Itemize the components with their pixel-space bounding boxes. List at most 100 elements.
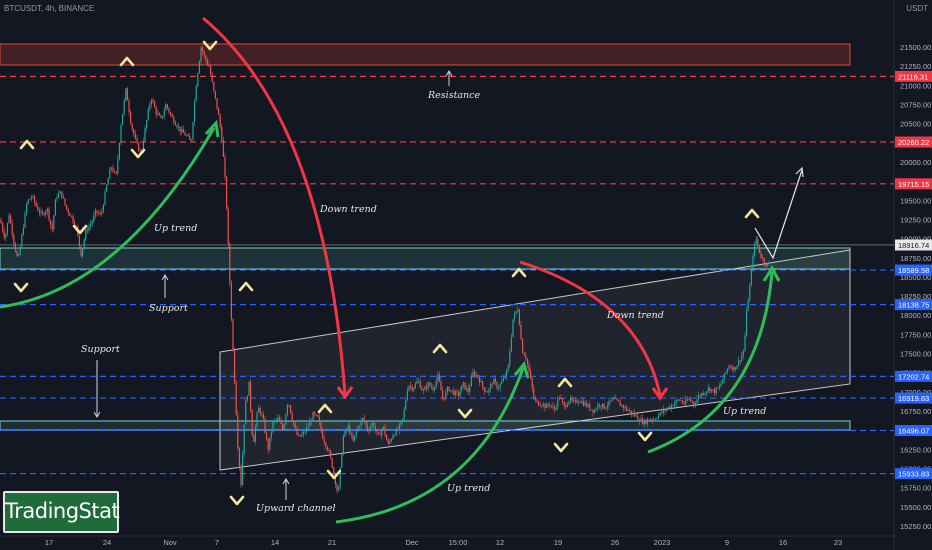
candle-body (363, 418, 365, 422)
candle-body (472, 371, 474, 377)
candle-body (21, 234, 23, 247)
candle-body (666, 409, 668, 412)
candle-body (651, 419, 653, 421)
candle-body (437, 374, 439, 381)
candle-body (477, 374, 479, 378)
candle-body (574, 399, 576, 401)
candle-body (426, 386, 428, 389)
candle-body (629, 410, 631, 412)
candle-body (690, 399, 692, 402)
candle-body (170, 112, 172, 115)
candle-body (603, 403, 605, 409)
candle-body (114, 171, 116, 173)
candle-body (674, 403, 676, 407)
candle-body (205, 55, 207, 61)
candle-body (357, 426, 359, 432)
candle-body (523, 352, 525, 356)
candle-body (760, 252, 762, 258)
candle-body (112, 167, 114, 172)
candle-body (310, 420, 312, 422)
candle-body (224, 156, 226, 177)
candle-body (549, 405, 551, 407)
candle-body (50, 219, 52, 225)
candle-body (667, 407, 669, 410)
candle-body (270, 432, 272, 438)
candle-body (605, 407, 607, 409)
support-pointer-2-head (93, 411, 101, 418)
candle-body (325, 442, 327, 447)
candle-body (586, 402, 588, 407)
candle-body (371, 423, 373, 427)
candle-body (342, 436, 344, 454)
candle-body (482, 381, 484, 388)
candle-body (517, 309, 519, 312)
last-price-badge (895, 239, 932, 251)
candle-body (234, 349, 236, 383)
chevron-down-icon (637, 431, 653, 442)
candle-body (538, 400, 540, 406)
candle-body (448, 386, 450, 392)
chevron-down-icon (130, 148, 146, 159)
candle-body (358, 426, 360, 427)
candle-body (691, 401, 693, 402)
chevron-up-icon (19, 139, 35, 150)
candle-body (174, 122, 176, 126)
level-badge (895, 370, 932, 382)
candle-body (680, 400, 682, 402)
candle-body (662, 409, 664, 414)
candle-body (179, 126, 181, 132)
candle-body (658, 415, 660, 419)
candle-body (736, 365, 738, 370)
candle-body (110, 167, 112, 169)
currency-label: USDT (906, 4, 928, 13)
candle-body (42, 211, 44, 214)
candle-body (422, 389, 424, 391)
candle-body (686, 399, 688, 401)
candle-body (470, 376, 472, 387)
candle-body (618, 400, 620, 402)
candle-body (682, 400, 684, 403)
candle-body (501, 381, 503, 384)
candle-body (163, 110, 165, 117)
candle-body (138, 142, 140, 151)
candle-body (592, 409, 594, 413)
candle-body (90, 224, 92, 227)
candle-body (323, 438, 325, 443)
projection-arrow (754, 169, 803, 260)
level-badge-label: 16919.63 (898, 394, 929, 403)
candle-body (96, 210, 98, 213)
candle-body (656, 418, 658, 420)
time-tick-label: 15:00 (449, 538, 468, 547)
chevron-up-icon (432, 343, 448, 354)
candle-body (349, 425, 351, 435)
candle-body (646, 419, 648, 424)
candle-body (534, 398, 536, 400)
candle-body (402, 418, 404, 422)
candle-body (144, 128, 146, 142)
up-trend-label-1: Up trend (154, 223, 197, 234)
candle-body (11, 222, 13, 235)
candle-body (389, 441, 391, 444)
candle-body (333, 467, 335, 474)
candle-body (285, 414, 287, 425)
candle-body (365, 421, 367, 425)
candle-body (368, 429, 370, 431)
candle-body (536, 399, 538, 401)
candle-body (168, 107, 170, 113)
candle-body (296, 428, 298, 435)
candle-body (723, 373, 725, 381)
candle-body (614, 398, 616, 399)
chevron-down-icon (202, 40, 218, 51)
candle-body (418, 381, 420, 382)
candle-body (379, 433, 381, 436)
candle-body (427, 382, 429, 389)
candle-body (659, 412, 661, 416)
level-badge (895, 178, 932, 190)
candle-body (194, 101, 196, 123)
candle-body (109, 168, 111, 179)
channel-pointer-head (282, 478, 290, 485)
candle-body (51, 224, 53, 230)
candle-body (299, 435, 301, 437)
time-tick-label: Dec (405, 538, 419, 547)
